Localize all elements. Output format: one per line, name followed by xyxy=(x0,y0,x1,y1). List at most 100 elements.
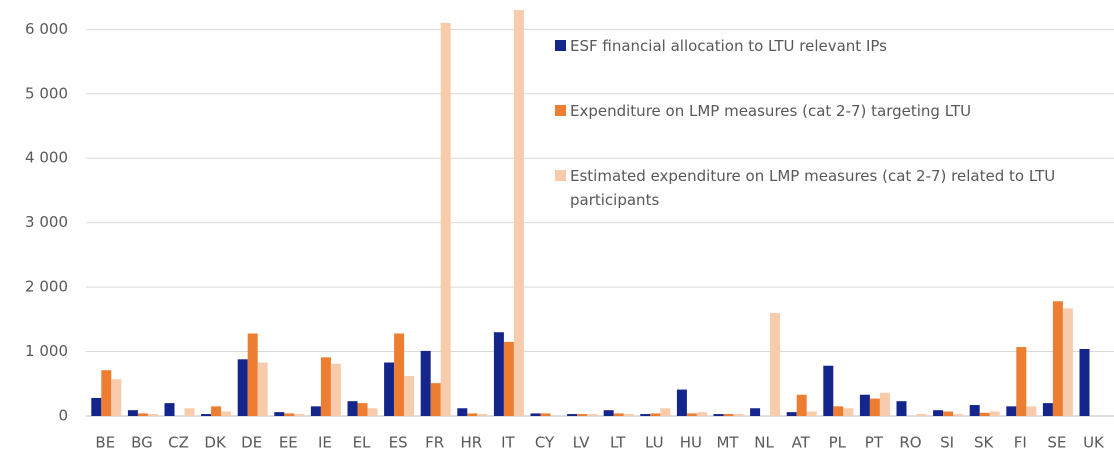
bar xyxy=(859,394,870,416)
x-tick-label: BG xyxy=(131,434,153,450)
bar xyxy=(111,379,122,416)
legend-swatch xyxy=(555,40,566,51)
x-tick-label: HU xyxy=(680,434,702,450)
bar xyxy=(696,412,707,416)
bar xyxy=(577,414,588,416)
bar xyxy=(933,410,944,416)
x-tick-label: CY xyxy=(535,434,555,450)
y-tick-label: 0 xyxy=(58,407,68,425)
bar xyxy=(1052,301,1063,416)
x-tick-label: FR xyxy=(425,434,444,450)
bar xyxy=(660,408,671,416)
bar xyxy=(1042,403,1053,416)
bar xyxy=(750,408,761,416)
bar xyxy=(916,414,927,416)
legend-label: Expenditure on LMP measures (cat 2-7) ta… xyxy=(570,102,972,120)
plot: 0 1 000 2 000 3 000 4 000 5 000 6 000 BE BG CZ DK D… xyxy=(25,10,1114,450)
legend: ESF financial allocation to LTU relevant… xyxy=(555,34,1111,253)
x-tick-label: DK xyxy=(204,434,227,450)
x-tick-label: SI xyxy=(940,434,954,450)
bar xyxy=(623,414,634,416)
bar xyxy=(294,414,305,416)
bar xyxy=(274,412,285,416)
bar xyxy=(896,401,907,416)
x-tick-label: UK xyxy=(1083,434,1105,450)
bar xyxy=(843,408,854,416)
bar xyxy=(513,10,524,416)
y-tick-label: 5 000 xyxy=(25,84,68,102)
bar xyxy=(640,414,651,416)
legend-label: ESF financial allocation to LTU relevant… xyxy=(570,37,887,55)
x-tick-label: HR xyxy=(460,434,482,450)
bar xyxy=(979,412,990,416)
bar xyxy=(833,406,844,416)
bar xyxy=(969,405,980,416)
bar xyxy=(284,413,295,416)
x-tick-label: MT xyxy=(716,434,739,450)
bar xyxy=(676,389,687,416)
bar xyxy=(384,362,395,416)
bar xyxy=(201,414,212,416)
x-tick-label: EE xyxy=(279,434,298,450)
legend-swatch xyxy=(555,170,566,181)
bar xyxy=(237,359,248,416)
x-tick-label: AT xyxy=(792,434,811,450)
x-tick-label: RO xyxy=(899,434,921,450)
bar xyxy=(530,413,541,416)
x-tick-label: ES xyxy=(389,434,408,450)
bar xyxy=(953,414,964,416)
y-tick-label: 2 000 xyxy=(25,278,68,296)
x-tick-label: BE xyxy=(95,434,115,450)
bar xyxy=(247,333,258,416)
bar xyxy=(686,413,697,416)
x-tick-label: SK xyxy=(974,434,995,450)
y-tick-label: 6 000 xyxy=(25,20,68,38)
bar xyxy=(723,414,734,416)
bar xyxy=(310,406,321,416)
bar xyxy=(357,403,368,416)
x-tick-label: DE xyxy=(241,434,262,450)
bar xyxy=(1006,406,1017,416)
bar xyxy=(184,408,195,416)
y-tick-label: 4 000 xyxy=(25,149,68,167)
bar xyxy=(1026,406,1037,416)
bar xyxy=(1079,348,1090,416)
bar xyxy=(770,312,781,416)
bar xyxy=(587,414,598,416)
x-tick-label: LU xyxy=(645,434,664,450)
bar xyxy=(540,413,551,416)
bar xyxy=(869,398,880,416)
legend-label: Estimated expenditure on LMP measures (c… xyxy=(570,167,1056,209)
x-tick-label: PT xyxy=(865,434,884,450)
legend-swatch xyxy=(555,105,566,116)
bar xyxy=(394,333,405,416)
bar xyxy=(137,413,148,416)
legend-item: Expenditure on LMP measures (cat 2-7) ta… xyxy=(555,99,1111,123)
bar xyxy=(347,401,358,416)
bar xyxy=(713,414,724,416)
bar xyxy=(457,408,468,416)
bar xyxy=(127,410,138,416)
x-tick-label: PL xyxy=(829,434,847,450)
x-tick-label: SE xyxy=(1047,434,1066,450)
bar xyxy=(879,392,890,416)
bar xyxy=(650,413,661,416)
y-tick-label: 3 000 xyxy=(25,213,68,231)
bar xyxy=(806,411,817,416)
y-tick-label: 1 000 xyxy=(25,342,68,360)
bar xyxy=(467,413,478,416)
bar xyxy=(603,410,614,416)
x-tick-label: CZ xyxy=(168,434,189,450)
x-tick-label: LV xyxy=(573,434,591,450)
bar xyxy=(164,403,175,416)
bar xyxy=(477,414,488,416)
bar xyxy=(796,394,807,416)
bar xyxy=(989,411,1000,416)
bar xyxy=(1062,308,1073,416)
bar xyxy=(404,376,415,416)
bar xyxy=(440,22,451,417)
bar xyxy=(101,370,112,416)
bar xyxy=(91,397,102,416)
bar xyxy=(257,362,268,416)
